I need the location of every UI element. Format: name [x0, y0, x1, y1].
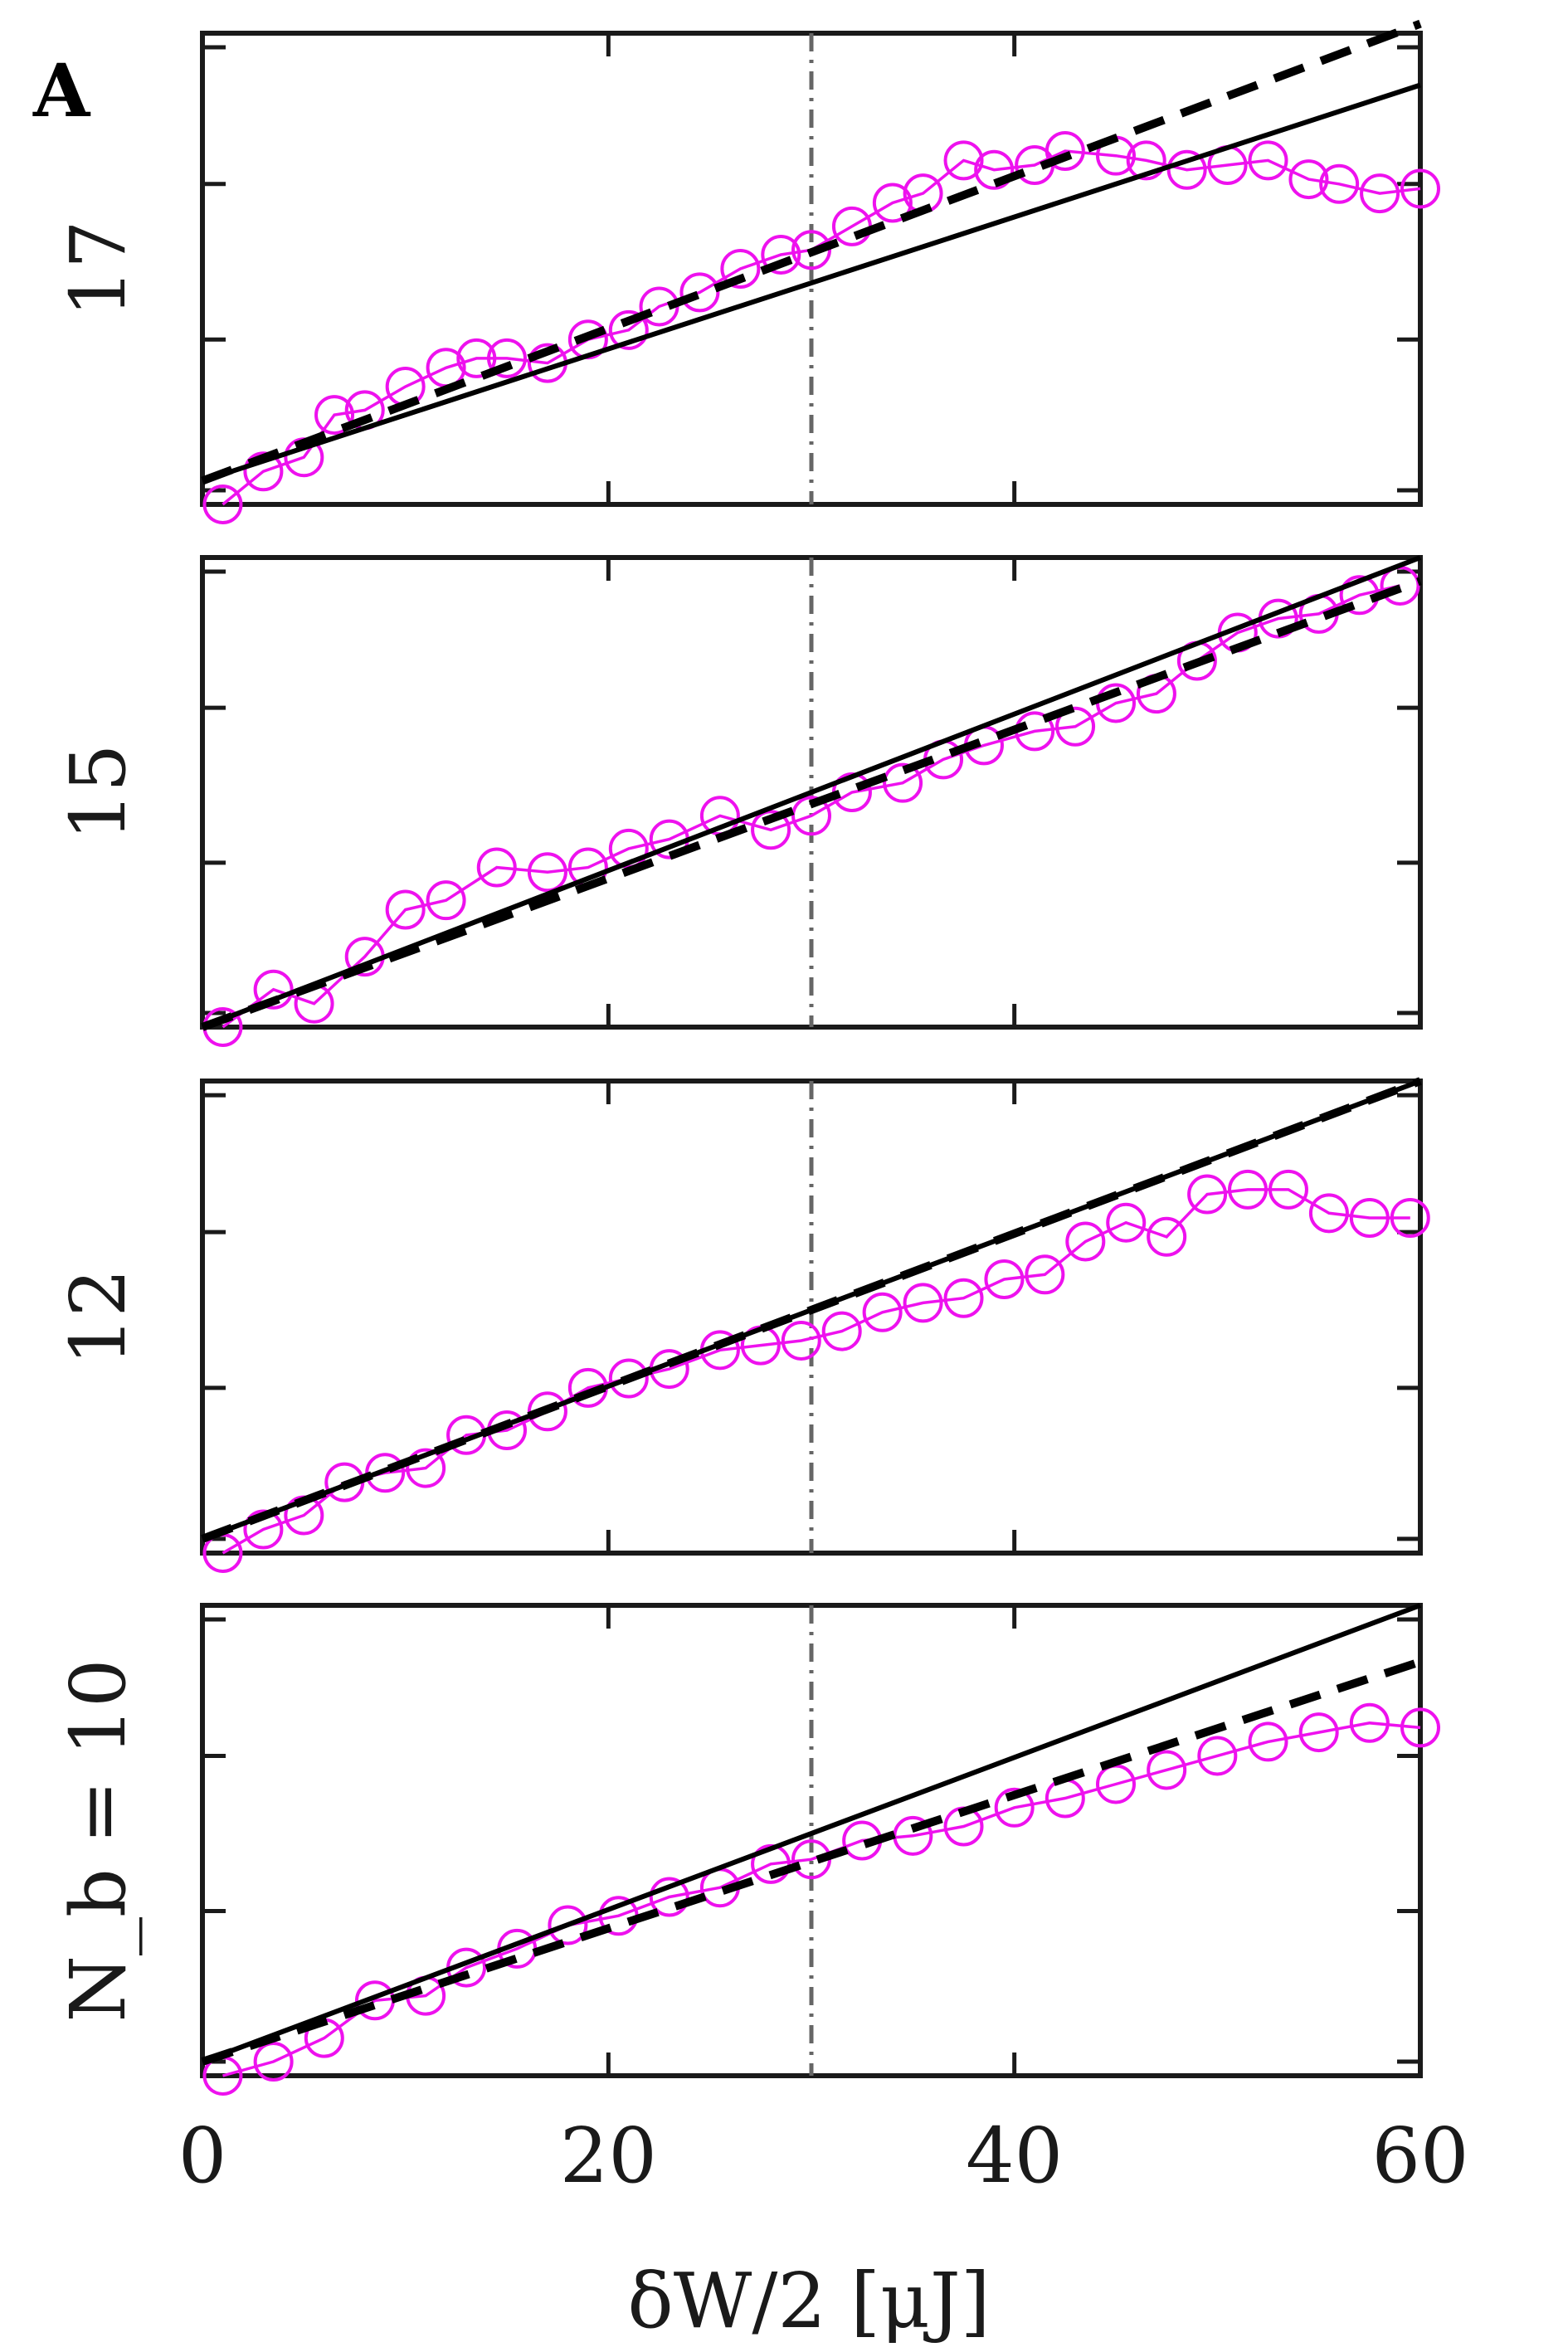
fit-line-dashed [201, 1077, 1422, 1543]
data-point [1268, 1169, 1308, 1210]
x-tick-label: 60 [1371, 2111, 1468, 2200]
data-series-line [222, 584, 1400, 1029]
x-tick-label: 0 [178, 2111, 227, 2200]
data-point [943, 140, 984, 181]
data-point [1025, 1254, 1065, 1295]
fit-line-dashed [201, 19, 1422, 485]
data-point [608, 1358, 649, 1399]
data-point [751, 810, 791, 850]
data-point [903, 1283, 943, 1323]
panel-1: 15 [54, 555, 1423, 1047]
x-tick-label: 20 [560, 2111, 657, 2200]
data-point [1055, 706, 1096, 747]
y-axis-label: 17 [54, 220, 143, 317]
data-point [1045, 131, 1085, 171]
data-point [720, 249, 761, 289]
data-point [253, 969, 294, 1010]
data-point [1390, 1198, 1430, 1239]
data-point [1288, 159, 1329, 200]
y-axis-label: 15 [54, 743, 143, 840]
data-point [1248, 140, 1288, 181]
data-point [1106, 1202, 1147, 1243]
panels: 17 15 12 N_b = 10 [54, 19, 1440, 2096]
y-axis-label: N_b = 10 [54, 1658, 143, 2022]
fit-line-dashed [201, 1658, 1422, 2066]
data-point [862, 1292, 903, 1332]
data-point [476, 847, 517, 888]
data-point [527, 1391, 567, 1432]
data-point [1298, 1712, 1339, 1753]
data-point [781, 1320, 821, 1361]
data-point [426, 880, 466, 921]
data-point [883, 762, 923, 803]
data-point [1360, 173, 1400, 214]
data-point [1065, 1221, 1106, 1262]
data-point [751, 1843, 791, 1884]
data-point [994, 1787, 1035, 1828]
data-point [253, 2041, 294, 2082]
data-series-line [222, 1188, 1410, 1555]
fit-line-solid [201, 1603, 1422, 2064]
data-point [1147, 1216, 1187, 1257]
data-point [649, 1877, 689, 1917]
panel-3: N_b = 10 [54, 1603, 1440, 2096]
panel-2: 12 [54, 1077, 1430, 1573]
data-point [314, 395, 355, 436]
fit-line-solid [202, 82, 1421, 484]
data-point [1126, 140, 1166, 181]
data-series-line [222, 149, 1421, 506]
data-point [943, 1278, 984, 1318]
data-point [1197, 1736, 1238, 1776]
data-point [527, 852, 567, 893]
panel-0: 17 [54, 19, 1440, 524]
data-point [1319, 163, 1360, 204]
data-series-line [222, 1721, 1421, 2077]
data-point [974, 149, 1015, 190]
data-point [1248, 1721, 1288, 1762]
x-tick-labels: 0 20 40 60 [178, 2111, 1469, 2200]
data-point [202, 485, 243, 524]
data-point [385, 889, 426, 930]
data-point [1166, 149, 1207, 190]
data-point [243, 1509, 284, 1550]
data-point [1400, 168, 1440, 209]
data-point [456, 338, 497, 378]
data-point [487, 338, 527, 378]
data-point [1400, 1707, 1440, 1748]
data-point [548, 1905, 588, 1945]
fit-line-dashed [201, 577, 1422, 1031]
data-point [1147, 1750, 1187, 1790]
data-point [1349, 1702, 1390, 1743]
panel-letter: A [32, 47, 91, 134]
data-point [791, 796, 831, 836]
data-point [243, 451, 284, 492]
data-point [608, 309, 649, 350]
x-tick-label: 40 [966, 2111, 1063, 2200]
data-point [679, 272, 720, 313]
data-point [984, 1259, 1025, 1299]
data-point [406, 1448, 446, 1488]
data-point [872, 183, 913, 223]
data-point [1308, 1193, 1349, 1234]
y-axis-label: 12 [54, 1269, 143, 1366]
data-point [791, 230, 831, 270]
data-point [1228, 1169, 1269, 1210]
data-point [821, 1311, 862, 1351]
data-point [1187, 1174, 1228, 1215]
data-point [761, 234, 801, 275]
data-point [1349, 1198, 1390, 1239]
x-axis-label: δW/2 [μJ] [627, 2257, 990, 2345]
